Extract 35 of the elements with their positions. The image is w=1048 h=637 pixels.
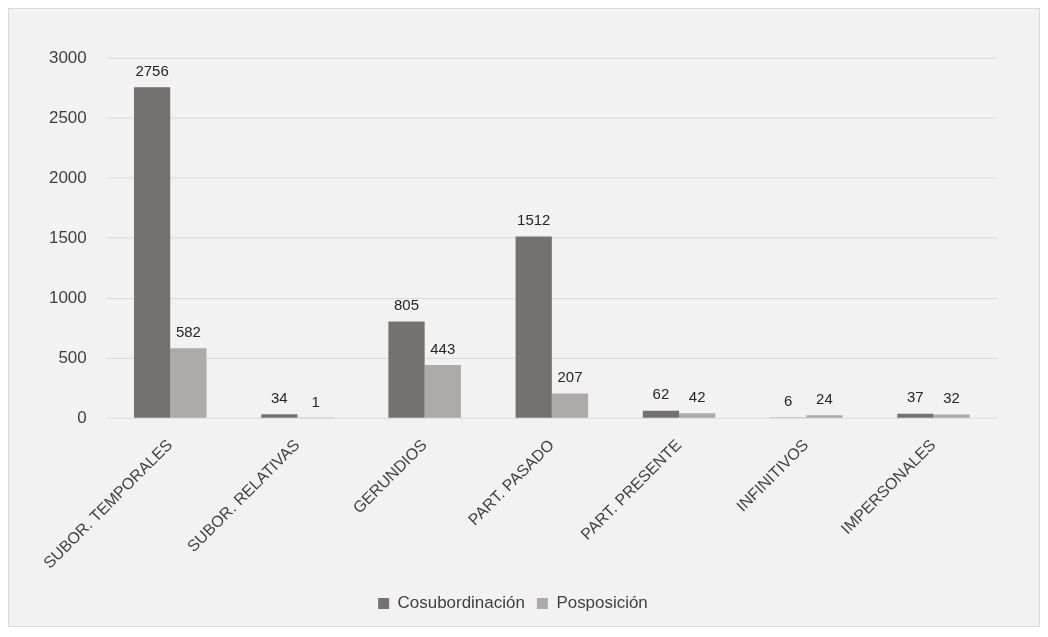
data-label: 2756: [135, 61, 169, 79]
y-tick-label: 2000: [48, 167, 87, 187]
data-label: 34: [270, 388, 288, 406]
bar: [551, 393, 589, 418]
data-label: 24: [816, 390, 833, 408]
y-tick-label: 3000: [48, 47, 87, 67]
bar: [642, 410, 680, 418]
bar: [261, 414, 298, 418]
bar: [170, 348, 207, 418]
data-label: 37: [907, 388, 924, 406]
bar: [515, 236, 552, 418]
data-label: 207: [557, 368, 583, 386]
bar: [933, 414, 970, 418]
bar: [424, 365, 461, 418]
data-label: 1: [311, 392, 320, 410]
data-label: 42: [688, 387, 706, 405]
data-label: 62: [652, 385, 670, 403]
y-tick-label: 1500: [48, 227, 87, 247]
data-label: 582: [175, 323, 201, 340]
bar: [388, 321, 425, 418]
bar: [679, 413, 716, 418]
y-tick-label: 2500: [48, 107, 87, 127]
bar: [806, 415, 843, 418]
data-label: 805: [394, 296, 420, 314]
data-label: 32: [943, 389, 960, 407]
bar: [133, 87, 171, 418]
bar: [897, 413, 934, 418]
y-tick-label: 1000: [48, 287, 87, 307]
data-label: 443: [430, 339, 456, 357]
y-tick-label: 500: [58, 347, 87, 367]
legend-label: Cosubordinación: [397, 593, 525, 613]
data-label: 6: [783, 392, 793, 410]
legend-label: Posposición: [556, 593, 648, 613]
y-tick-label: 0: [77, 407, 87, 427]
data-label: 1512: [517, 211, 551, 229]
